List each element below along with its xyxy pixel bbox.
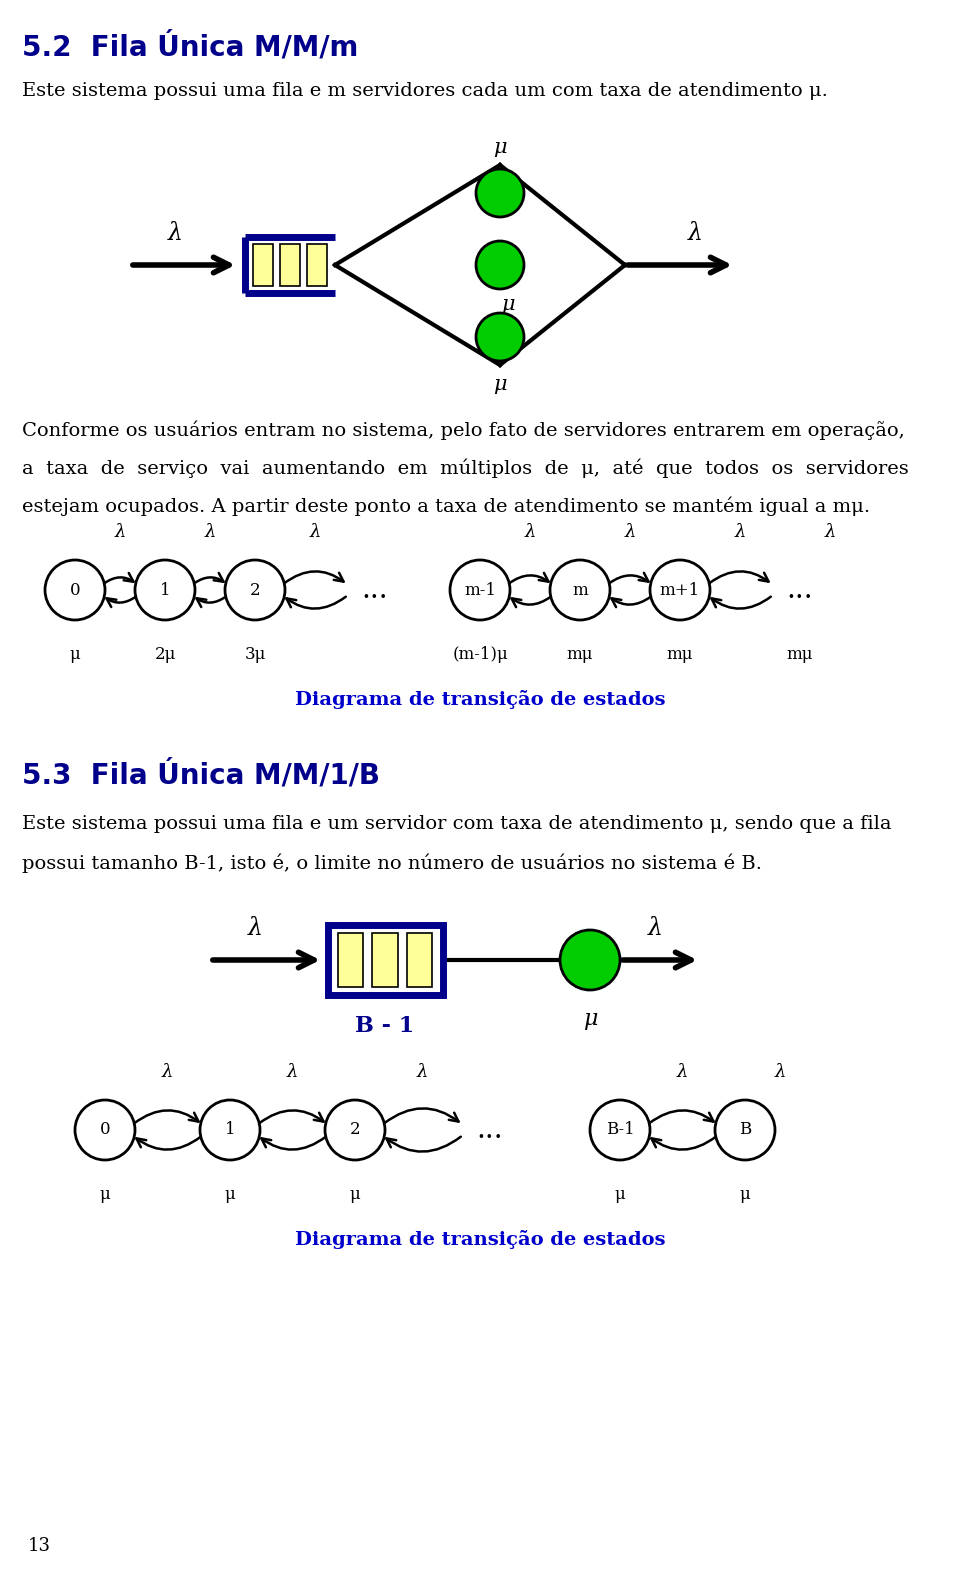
Text: μ: μ [614,1187,625,1202]
Text: Este sistema possui uma fila e um servidor com taxa de atendimento μ, sendo que : Este sistema possui uma fila e um servid… [22,814,892,833]
Text: 0: 0 [70,582,81,598]
Text: ...: ... [477,1117,503,1144]
Circle shape [75,1100,135,1160]
Text: 5.3  Fila Única M/M/1/B: 5.3 Fila Única M/M/1/B [22,761,380,789]
Text: λ: λ [524,522,536,541]
Text: B-1: B-1 [606,1122,635,1138]
Text: 1: 1 [159,582,170,598]
Text: μ: μ [100,1187,110,1202]
Text: 0: 0 [100,1122,110,1138]
Text: m-1: m-1 [464,582,496,598]
Text: λ: λ [417,1064,428,1081]
Circle shape [476,169,524,218]
Text: λ: λ [162,1064,173,1081]
Text: mμ: mμ [787,645,813,663]
Circle shape [135,560,195,620]
Text: λ: λ [825,522,836,541]
Circle shape [550,560,610,620]
Circle shape [476,241,524,289]
Text: λ: λ [287,1064,299,1081]
Text: μ: μ [739,1187,751,1202]
Text: ...: ... [786,576,813,603]
Text: Este sistema possui uma fila e m servidores cada um com taxa de atendimento μ.: Este sistema possui uma fila e m servido… [22,82,828,99]
Text: 2μ: 2μ [155,645,176,663]
Text: μ: μ [501,295,515,314]
Text: m: m [572,582,588,598]
Text: 5.2  Fila Única M/M/m: 5.2 Fila Única M/M/m [22,32,358,62]
Text: λ: λ [309,522,321,541]
Text: λ: λ [248,917,262,939]
Bar [253,245,273,286]
Text: 13: 13 [28,1537,51,1554]
Bar [280,245,300,286]
Text: B: B [739,1122,751,1138]
Text: μ: μ [583,1008,597,1030]
Circle shape [450,560,510,620]
Text: λ: λ [775,1064,785,1081]
Text: λ: λ [204,522,216,541]
Text: 1: 1 [225,1122,235,1138]
Text: λ: λ [167,221,182,245]
Circle shape [715,1100,775,1160]
Circle shape [650,560,710,620]
Text: μ: μ [349,1187,360,1202]
Text: λ: λ [687,221,703,245]
Text: 2: 2 [349,1122,360,1138]
Circle shape [325,1100,385,1160]
Text: a  taxa  de  serviço  vai  aumentando  em  múltiplos  de  μ,  até  que  todos  o: a taxa de serviço vai aumentando em múlt… [22,458,909,478]
Bar [327,925,443,996]
Text: λ: λ [677,1064,688,1081]
Circle shape [200,1100,260,1160]
Text: 2: 2 [250,582,260,598]
Text: 3μ: 3μ [244,645,266,663]
Text: possui tamanho B-1, isto é, o limite no número de usuários no sistema é B.: possui tamanho B-1, isto é, o limite no … [22,854,762,873]
Text: Diagrama de transição de estados: Diagrama de transição de estados [295,1229,665,1250]
Circle shape [225,560,285,620]
Text: μ: μ [225,1187,235,1202]
Text: Diagrama de transição de estados: Diagrama de transição de estados [295,690,665,709]
Text: λ: λ [647,917,662,939]
Text: λ: λ [624,522,636,541]
Bar [372,933,397,986]
Text: mμ: mμ [566,645,593,663]
Text: mμ: mμ [667,645,693,663]
Text: μ: μ [493,376,507,394]
Text: estejam ocupados. A partir deste ponto a taxa de atendimento se mantém igual a m: estejam ocupados. A partir deste ponto a… [22,495,870,516]
Text: μ: μ [70,645,81,663]
Text: ...: ... [362,576,388,603]
Text: μ: μ [493,137,507,156]
Bar [307,245,327,286]
Circle shape [560,929,620,989]
Circle shape [590,1100,650,1160]
Circle shape [45,560,105,620]
Bar [407,933,432,986]
Bar [338,933,363,986]
Text: Conforme os usuários entram no sistema, pelo fato de servidores entrarem em oper: Conforme os usuários entram no sistema, … [22,420,904,440]
Text: B - 1: B - 1 [355,1015,415,1037]
Text: (m-1)μ: (m-1)μ [452,645,508,663]
Text: λ: λ [734,522,746,541]
Circle shape [476,312,524,361]
Text: λ: λ [114,522,126,541]
Text: m+1: m+1 [660,582,700,598]
